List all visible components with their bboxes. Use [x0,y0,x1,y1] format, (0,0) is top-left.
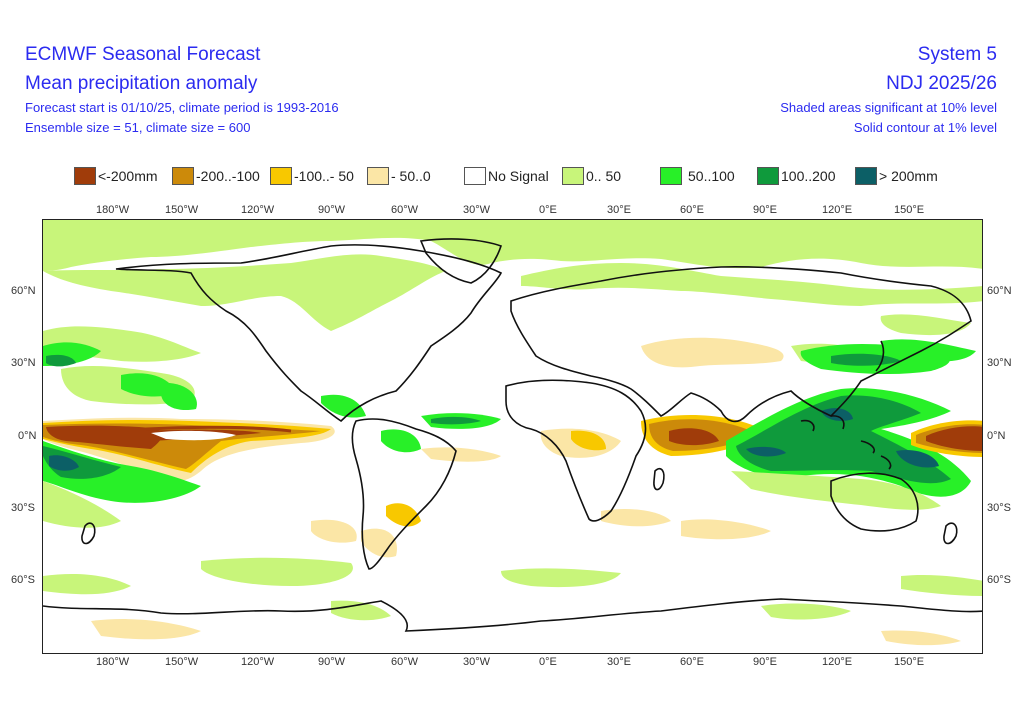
legend: <-200mm -200..-100 -100..- 50 - 50..0 No… [0,163,1024,189]
map-canvas [43,220,982,646]
lat-tick-left: 60°N [11,285,36,297]
legend-item: No Signal [464,163,549,189]
legend-label: -100..- 50 [294,168,354,184]
legend-label: -200..-100 [196,168,260,184]
lon-tick-top: 150°W [165,204,199,216]
legend-label: 0.. 50 [586,168,622,184]
lon-tick-bottom: 60°E [680,656,704,668]
lon-tick-top: 120°E [822,204,853,216]
legend-swatch [464,167,486,185]
lon-tick-bottom: 60°W [391,656,419,668]
legend-item: -200..-100 [172,163,260,189]
lon-tick-top: 90°W [318,204,346,216]
legend-swatch [660,167,682,185]
legend-label: No Signal [488,168,549,184]
legend-swatch [757,167,779,185]
lon-tick-bottom: 0°E [539,656,557,668]
legend-swatch [172,167,194,185]
legend-swatch [74,167,96,185]
legend-item: <-200mm [74,163,158,189]
lat-tick-right: 30°N [987,357,1012,369]
lon-tick-bottom: 90°W [318,656,346,668]
lat-tick-left: 0°N [18,430,37,442]
lon-tick-bottom: 150°W [165,656,199,668]
arctic-positive-anomaly [43,220,982,271]
forecast-info: Forecast start is 01/10/25, climate peri… [25,100,339,115]
lon-tick-bottom: 120°E [822,656,853,668]
legend-swatch [562,167,584,185]
lon-tick-top: 30°E [607,204,631,216]
legend-swatch [855,167,877,185]
lat-tick-right: 30°S [987,502,1011,514]
lon-tick-top: 60°E [680,204,704,216]
lon-tick-bottom: 120°W [241,656,275,668]
lon-tick-top: 30°W [463,204,491,216]
lon-tick-top: 90°E [753,204,777,216]
ensemble-info: Ensemble size = 51, climate size = 600 [25,120,251,135]
legend-item: 0.. 50 [562,163,621,189]
lon-tick-top: 180°W [96,204,130,216]
period-label: NDJ 2025/26 [886,73,997,94]
legend-label: - 50..0 [391,168,431,184]
forecast-title: ECMWF Seasonal Forecast [25,44,261,65]
legend-item: - 50..0 [367,163,431,189]
legend-label: > 200mm [879,168,938,184]
lon-tick-bottom: 30°E [607,656,631,668]
lon-tick-bottom: 150°E [894,656,925,668]
system-label: System 5 [917,44,997,65]
precipitation-anomaly-map [42,219,983,654]
legend-item: -100..- 50 [270,163,354,189]
coastlines [43,238,982,632]
variable-title: Mean precipitation anomaly [25,73,258,94]
legend-label: 100..200 [781,168,836,184]
lon-tick-bottom: 90°E [753,656,777,668]
lon-tick-bottom: 30°W [463,656,491,668]
lon-tick-top: 150°E [894,204,925,216]
lon-tick-top: 120°W [241,204,275,216]
legend-label: 50..100 [688,168,735,184]
legend-item: 100..200 [757,163,836,189]
legend-label: <-200mm [98,168,158,184]
legend-swatch [367,167,389,185]
significance-note: Shaded areas significant at 10% level [780,100,997,115]
lon-tick-top: 60°W [391,204,419,216]
lon-tick-top: 0°E [539,204,557,216]
contour-note: Solid contour at 1% level [853,120,997,135]
legend-item: 50..100 [660,163,735,189]
lat-tick-left: 60°S [11,574,35,586]
lat-tick-left: 30°N [11,357,36,369]
lat-tick-right: 0°N [987,430,1006,442]
legend-item: > 200mm [855,163,938,189]
lon-tick-bottom: 180°W [96,656,130,668]
legend-swatch [270,167,292,185]
lat-tick-left: 30°S [11,502,35,514]
lat-tick-right: 60°N [987,285,1012,297]
lat-tick-right: 60°S [987,574,1011,586]
